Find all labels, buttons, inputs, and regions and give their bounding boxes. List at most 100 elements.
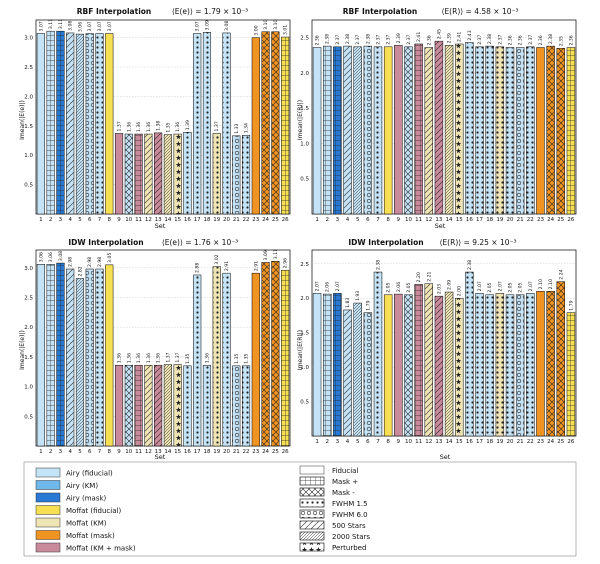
y-tick-label: 1.0	[24, 153, 33, 159]
bar	[394, 293, 403, 437]
bar-value-label: 2.07	[477, 281, 483, 291]
legend-swatch	[299, 465, 325, 475]
x-tick-label: 6	[366, 439, 370, 445]
bar-hatch	[414, 284, 423, 436]
x-axis-label: Set	[155, 222, 166, 230]
bar	[36, 33, 45, 215]
bar-hatch	[424, 283, 433, 436]
y-axis-label: Imean(|E(R)|)	[297, 100, 304, 140]
y-axis-label: Imean(|E(R)|)	[297, 330, 304, 370]
bar-hatch	[203, 365, 211, 446]
chart-panel-idw-ellipticity: IDW Interpolation ⟨E(e)⟩ = 1.76 × 10⁻³ S…	[19, 238, 291, 461]
bar-value-label: 1.36	[146, 353, 152, 363]
chart-subtitle: ⟨E(R)⟩ = 4.58 × 10⁻³	[442, 7, 519, 16]
bar-value-label: 2.05	[508, 282, 514, 292]
bar-hatch	[455, 43, 464, 214]
x-tick-label: 14	[164, 217, 171, 223]
legend-hatch	[299, 520, 325, 530]
y-tick-label: 2.5	[24, 65, 33, 71]
x-axis-label: Set	[155, 453, 166, 461]
y-tick-label: 1.5	[24, 355, 33, 361]
bar-value-label: 2.05	[518, 282, 524, 292]
x-tick-label: 16	[184, 449, 191, 455]
x-tick-label: 14	[446, 439, 453, 445]
x-tick-label: 9	[117, 217, 121, 223]
x-tick-label: 3	[336, 217, 340, 223]
x-tick-label: 23	[252, 449, 259, 455]
x-tick-label: 5	[356, 217, 360, 223]
bar-hatch	[506, 47, 514, 214]
x-tick-label: 17	[194, 217, 201, 223]
chart-title: RBF Interpolation	[77, 7, 152, 16]
legend-label: Mask +	[332, 478, 358, 486]
bar-value-label: 2.36	[315, 35, 321, 45]
legend-hatch	[299, 509, 325, 519]
legend-hatch	[299, 498, 325, 508]
bar	[251, 272, 260, 447]
x-tick-label: 11	[135, 217, 142, 223]
bar-value-label: 3.11	[273, 249, 279, 259]
bar	[536, 47, 545, 215]
x-tick-label: 26	[282, 217, 289, 223]
legend-swatch	[35, 530, 61, 540]
bar-value-label: 2.36	[426, 35, 432, 45]
bar-hatch	[271, 261, 280, 446]
chart-panel-rbf-size: RBF Interpolation ⟨E(R)⟩ = 4.58 × 10⁻³ S…	[297, 7, 577, 230]
bar-value-label: 2.24	[558, 269, 564, 279]
x-tick-label: 1	[39, 449, 43, 455]
bar-value-label: 2.38	[487, 34, 493, 44]
bar-value-label: 2.05	[406, 282, 412, 292]
x-tick-label: 25	[272, 449, 279, 455]
x-tick-label: 23	[537, 217, 544, 223]
bar-hatch	[526, 293, 535, 436]
x-tick-label: 22	[527, 439, 534, 445]
bar-value-label: 1.79	[568, 300, 574, 310]
x-tick-label: 2	[325, 439, 329, 445]
x-tick-label: 24	[262, 217, 269, 223]
legend-hatch	[299, 476, 325, 486]
x-tick-label: 8	[386, 439, 390, 445]
bar-value-label: 2.10	[548, 279, 554, 289]
bar-value-label: 3.08	[58, 251, 64, 261]
chart-panel-rbf-ellipticity: RBF Interpolation ⟨E(e)⟩ = 1.79 × 10⁻³ S…	[19, 7, 291, 230]
bar-hatch	[56, 263, 65, 446]
legend-label: FWHM 6.0	[332, 511, 368, 519]
x-tick-label: 12	[425, 217, 432, 223]
y-axis-label: Imean(|E(e)|)	[19, 100, 26, 140]
legend-label: FWHM 1.5	[332, 500, 368, 508]
x-tick-label: 4	[68, 449, 72, 455]
bar-hatch	[566, 312, 575, 436]
bar-hatch	[495, 293, 504, 436]
bar-value-label: 1.79	[365, 300, 371, 310]
x-tick-label: 9	[397, 217, 401, 223]
x-tick-label: 1	[315, 439, 319, 445]
bar-hatch	[261, 262, 270, 446]
y-tick-label: 0.5	[300, 177, 309, 183]
bar-value-label: 1.34	[244, 123, 250, 133]
bar-hatch	[434, 41, 443, 214]
bar-hatch	[465, 272, 474, 436]
bar-value-label: 2.07	[315, 281, 321, 291]
y-tick-label: 0.5	[300, 400, 309, 406]
bar-hatch	[124, 134, 133, 214]
bar-value-label: 1.35	[244, 354, 250, 364]
x-tick-label: 3	[59, 217, 63, 223]
bar-hatch	[193, 33, 202, 215]
y-tick-label: 0.5	[24, 414, 33, 420]
bar-value-label: 3.06	[77, 22, 83, 32]
x-tick-label: 12	[425, 439, 432, 445]
bar-hatch	[76, 34, 84, 214]
bar-hatch	[164, 364, 172, 446]
bar-value-label: 3.06	[48, 252, 54, 262]
bar-value-label: 1.37	[117, 121, 123, 131]
legend-label: Moffat (KM)	[66, 520, 107, 528]
x-tick-label: 20	[507, 217, 514, 223]
bar-hatch	[183, 365, 192, 446]
bar-hatch	[445, 292, 454, 436]
bar	[383, 46, 393, 215]
bar-hatch	[183, 132, 192, 214]
bar-value-label: 3.10	[263, 19, 269, 29]
x-tick-label: 3	[336, 439, 340, 445]
bar-hatch	[526, 46, 535, 214]
bar-hatch	[85, 269, 94, 446]
